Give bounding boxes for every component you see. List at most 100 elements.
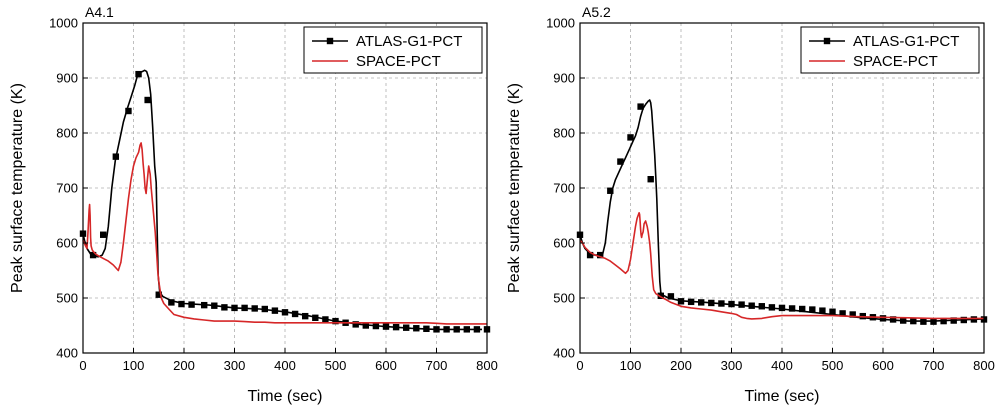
data-point-marker xyxy=(748,302,755,309)
data-point-marker xyxy=(819,307,826,314)
y-axis-label: Peak surface temperature (K) xyxy=(506,83,523,293)
data-point-marker xyxy=(433,326,440,333)
data-point-marker xyxy=(960,316,967,324)
x-tick-label: 400 xyxy=(274,358,296,373)
series-line-atlas-g1-pct xyxy=(82,69,482,331)
x-axis-label: Time (sec) xyxy=(248,388,323,405)
legend-label: SPACE-PCT xyxy=(853,53,938,70)
panel-title: A4.1 xyxy=(85,4,114,20)
data-point-marker xyxy=(178,300,185,308)
data-point-marker xyxy=(799,305,806,313)
y-axis-label: Peak surface temperature (K) xyxy=(9,83,26,293)
data-point-marker xyxy=(637,103,644,110)
data-point-marker xyxy=(677,298,685,305)
data-point-marker xyxy=(738,301,745,308)
legend-box xyxy=(800,26,980,74)
data-point-marker xyxy=(332,317,339,325)
data-point-marker xyxy=(322,316,329,323)
data-point-marker xyxy=(920,318,927,325)
series-line-atlas-g1-pct xyxy=(579,99,985,322)
data-point-marker xyxy=(687,298,695,306)
data-point-marker xyxy=(889,316,897,323)
y-tick-label: 500 xyxy=(553,291,575,306)
x-tick-label: 200 xyxy=(173,358,195,373)
data-point-marker xyxy=(940,317,947,325)
legend-label: SPACE-PCT xyxy=(356,53,441,70)
data-point-marker xyxy=(453,326,460,333)
legend: ATLAS-G1-PCT SPACE-PCT xyxy=(800,26,980,74)
data-point-marker xyxy=(809,306,816,313)
data-point-marker xyxy=(778,304,786,312)
data-point-marker xyxy=(930,318,937,325)
data-point-marker xyxy=(135,70,142,78)
data-point-marker xyxy=(900,317,907,324)
data-point-marker xyxy=(241,304,248,312)
data-point-marker xyxy=(849,311,856,318)
data-point-marker xyxy=(879,315,887,322)
data-point-marker xyxy=(403,324,410,331)
y-tick-label: 700 xyxy=(56,181,78,196)
x-tick-label: 500 xyxy=(822,358,844,373)
data-point-marker xyxy=(352,321,359,328)
y-tick-label: 600 xyxy=(553,236,575,251)
chart-panel-1: 0 100 200 300 400 500 600 700 800 400 500 600 700 800… xyxy=(9,4,498,405)
data-point-marker xyxy=(188,301,195,308)
data-point-marker xyxy=(155,291,162,298)
data-point-marker xyxy=(970,316,978,323)
data-point-marker xyxy=(221,304,228,311)
x-tick-label: 400 xyxy=(771,358,793,373)
data-point-marker xyxy=(788,305,796,312)
x-tick-label: 800 xyxy=(476,358,498,373)
data-point-marker xyxy=(302,312,309,320)
legend-label: ATLAS-G1-PCT xyxy=(356,33,462,50)
data-point-marker xyxy=(271,307,279,314)
data-point-marker xyxy=(382,323,390,330)
data-point-marker xyxy=(597,251,604,259)
x-tick-label: 300 xyxy=(224,358,246,373)
data-point-marker xyxy=(718,300,725,307)
y-tick-label: 900 xyxy=(56,71,78,86)
data-point-marker xyxy=(708,299,715,307)
legend-box xyxy=(303,26,483,74)
data-point-marker xyxy=(362,322,369,329)
data-point-marker xyxy=(312,314,319,321)
data-point-marker xyxy=(261,305,268,313)
series-line-space-pct xyxy=(82,142,487,325)
data-point-marker xyxy=(231,304,238,312)
y-tick-label: 900 xyxy=(553,71,575,86)
series-line-space-pct xyxy=(579,212,984,320)
y-tick-label: 800 xyxy=(553,126,575,141)
y-tick-label: 600 xyxy=(56,236,78,251)
data-point-marker xyxy=(423,325,430,332)
x-tick-label: 800 xyxy=(973,358,995,373)
x-tick-label: 700 xyxy=(426,358,448,373)
data-point-marker xyxy=(829,308,836,315)
data-point-marker xyxy=(910,317,917,325)
y-tick-label: 400 xyxy=(553,346,575,361)
data-point-marker xyxy=(281,309,289,316)
data-point-marker xyxy=(586,251,594,259)
data-point-marker xyxy=(291,310,299,318)
data-point-marker xyxy=(211,302,218,309)
x-tick-label: 100 xyxy=(123,358,145,373)
y-tick-label: 500 xyxy=(56,291,78,306)
data-point-marker xyxy=(89,251,97,259)
data-point-marker xyxy=(473,326,481,333)
data-point-marker xyxy=(392,323,400,331)
x-tick-label: 300 xyxy=(721,358,743,373)
data-point-marker xyxy=(372,322,380,330)
data-point-marker xyxy=(657,292,664,299)
data-point-marker xyxy=(768,304,776,311)
x-tick-label: 0 xyxy=(576,358,583,373)
legend-swatch-marker xyxy=(823,37,831,45)
chart-panel-2: 0 100 200 300 400 500 600 700 800 400 500 600 700 800… xyxy=(506,4,995,405)
y-tick-label: 1000 xyxy=(49,16,78,31)
data-point-marker xyxy=(463,326,470,333)
data-point-marker xyxy=(627,134,634,141)
data-point-marker xyxy=(144,96,151,104)
x-axis-label: Time (sec) xyxy=(745,388,820,405)
x-tick-label: 600 xyxy=(375,358,397,373)
legend-swatch-marker xyxy=(326,37,334,45)
data-point-marker xyxy=(698,299,705,306)
